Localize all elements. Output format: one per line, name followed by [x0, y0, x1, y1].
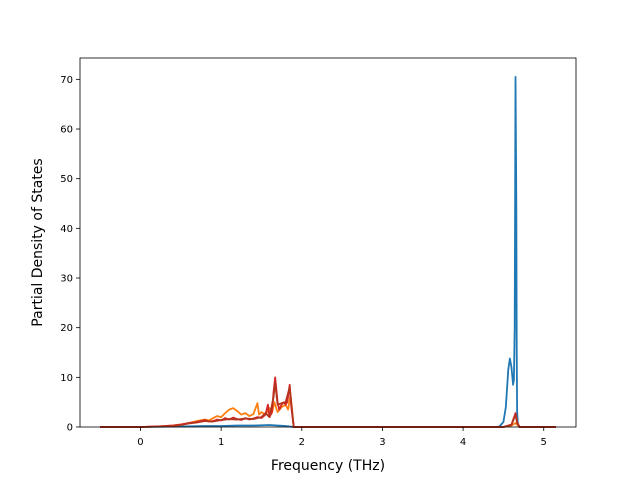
axes-frame: [79, 57, 577, 428]
series-line-1: [100, 75, 556, 428]
y-axis-label: Partial Density of States: [30, 158, 46, 326]
y-tick-label: 20: [60, 323, 73, 334]
series-line-2: [100, 393, 556, 428]
x-tick-label: 3: [379, 437, 385, 448]
x-tick-label: 4: [460, 437, 466, 448]
x-axis-label: Frequency (THz): [271, 458, 385, 474]
y-tick-label: 60: [60, 125, 73, 136]
y-tick-label: 30: [60, 274, 73, 285]
y-tick-label: 0: [67, 423, 73, 434]
series-line-3: [100, 376, 556, 428]
series-layer: [100, 75, 556, 428]
x-tick-label: 2: [299, 437, 305, 448]
y-tick-label: 40: [60, 224, 73, 235]
x-tick-label: 0: [137, 437, 143, 448]
series-line-4: [100, 381, 556, 428]
x-tick-label: 1: [218, 437, 224, 448]
x-tick-label: 5: [541, 437, 547, 448]
y-tick-label: 50: [60, 174, 73, 185]
y-tick-label: 70: [60, 75, 73, 86]
y-tick-label: 10: [60, 373, 73, 384]
